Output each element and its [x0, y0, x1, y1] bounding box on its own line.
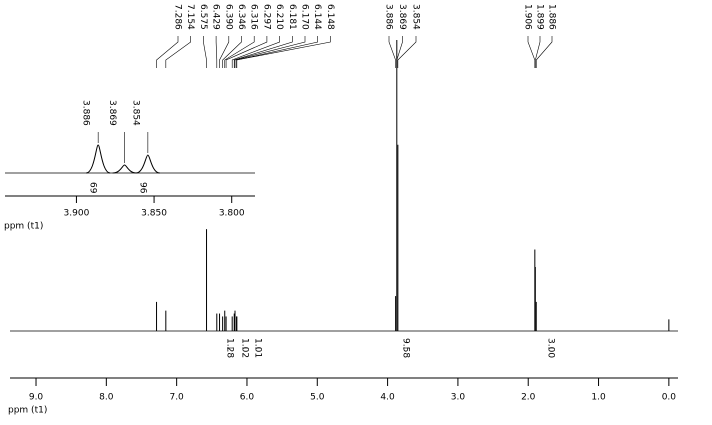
leader-line	[222, 36, 242, 68]
leader-line	[397, 36, 417, 68]
leader-line	[388, 36, 396, 68]
inset-peak	[135, 154, 160, 174]
inset-peak	[85, 144, 111, 174]
peak-label: 6.429	[211, 4, 221, 30]
leader-line	[231, 36, 280, 68]
leader-line	[156, 36, 179, 68]
inset-peak-label: 3.869	[107, 100, 117, 126]
peak-label: 6.144	[312, 4, 322, 30]
peak-label: 6.575	[198, 4, 208, 30]
leader-line	[396, 36, 403, 68]
peak-label: 3.869	[397, 4, 407, 30]
leader-line	[225, 36, 268, 68]
peak-label: 6.390	[223, 4, 233, 30]
inset-x-tick-label: 3.900	[64, 209, 90, 219]
leader-line	[527, 36, 536, 68]
x-tick-label: 2.0	[521, 393, 536, 403]
inset-peak	[112, 164, 137, 174]
x-tick-label: 8.0	[99, 393, 114, 403]
leader-line	[219, 36, 230, 68]
peak-label: 6.346	[236, 4, 246, 30]
peak-label: 6.316	[249, 4, 259, 30]
inset-integral-label: 69	[88, 182, 98, 194]
inset-x-axis-label: ppm (t1)	[4, 222, 43, 232]
peak-label: 6.297	[261, 4, 271, 30]
leader-line	[203, 36, 207, 68]
leader-line	[215, 36, 218, 68]
peak-label: 7.154	[185, 4, 195, 30]
leader-line	[236, 36, 331, 68]
x-tick-label: 3.0	[451, 393, 466, 403]
leader-line	[535, 36, 553, 68]
leader-line	[234, 36, 306, 68]
x-tick-label: 6.0	[240, 393, 255, 403]
leader-line	[233, 36, 293, 68]
peak-label: 1.899	[535, 4, 545, 30]
peak-label: 1.886	[547, 4, 557, 30]
leader-line	[535, 36, 541, 68]
leader-line	[224, 36, 255, 68]
x-axis-label: ppm (t1)	[8, 406, 47, 416]
peak-label: 7.286	[173, 4, 183, 30]
leader-line	[165, 36, 191, 68]
peak-label: 6.170	[300, 4, 310, 30]
peak-label: 6.148	[325, 4, 335, 30]
inset-peak-label: 3.886	[81, 100, 91, 126]
peak-label: 6.181	[287, 4, 297, 30]
peak-label: 1.906	[523, 4, 533, 30]
inset-peak-label: 3.854	[130, 100, 140, 126]
inset-x-tick-label: 3.800	[219, 209, 245, 219]
x-tick-label: 9.0	[29, 393, 44, 403]
x-tick-label: 1.0	[591, 393, 606, 403]
x-tick-label: 0.0	[662, 393, 677, 403]
x-tick-label: 7.0	[169, 393, 184, 403]
x-tick-label: 4.0	[380, 393, 395, 403]
x-tick-label: 5.0	[310, 393, 325, 403]
peak-label: 3.854	[411, 4, 421, 30]
peak-label: 6.210	[274, 4, 284, 30]
inset-x-tick-label: 3.850	[141, 209, 167, 219]
inset-integral-label: 96	[138, 182, 148, 194]
peak-label: 3.886	[384, 4, 394, 30]
